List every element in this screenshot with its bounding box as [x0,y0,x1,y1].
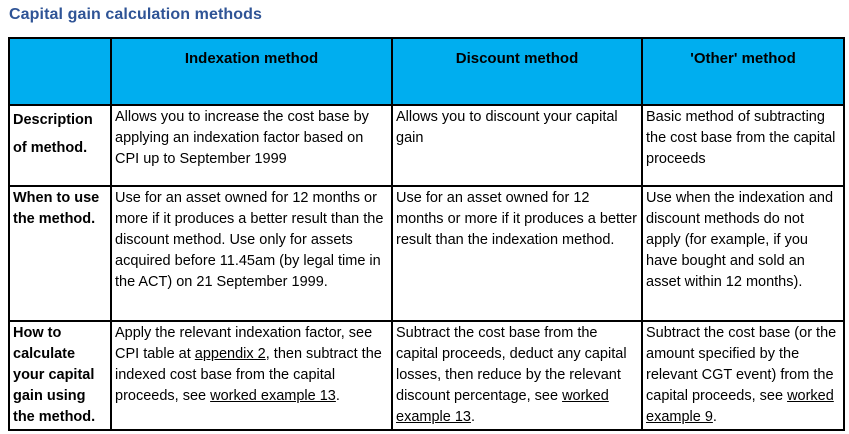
cell-when-indexation: Use for an asset owned for 12 months or … [110,185,393,322]
link-worked-example-9[interactable]: worked example 9 [646,388,834,426]
cell-how-indexation: Apply the relevant indexation factor, se… [110,319,393,432]
cell-text: , then subtract the indexed cost base fr… [115,346,382,405]
cell-text: Use when the indexation and discount met… [646,190,834,291]
cell-when-discount: Use for an asset owned for 12 months or … [391,185,643,322]
cell-text: Use for an asset owned for 12 months or … [396,190,637,249]
cell-text: . [712,409,717,426]
cell-when-other: Use when the indexation and discount met… [641,185,845,322]
cell-text: Apply the relevant indexation factor, se… [115,325,373,363]
capital-gain-methods-table: Indexation method Discount method 'Other… [8,37,845,432]
link-appendix-2[interactable]: appendix 2 [194,346,266,363]
table-header-row: Indexation method Discount method 'Other… [8,37,845,106]
cell-text: . [470,409,475,426]
row-label-description-of-method: Description of method. [8,104,112,187]
cell-text: Subtract the cost base (or the amount sp… [646,325,837,405]
row-label-when-to-use-the-method: When to use the method. [8,185,112,322]
header-cell-other-method: 'Other' method [641,37,845,106]
cell-text: Subtract the cost base from the capital … [396,325,627,405]
row-label-how-to-calculate: How to calculate your capital gain using… [8,319,112,432]
table-row-description: Description of method. Allows you to inc… [8,104,845,187]
cell-text: Allows you to discount your capital gain [396,109,618,147]
link-worked-example-13[interactable]: worked example 13 [210,388,336,405]
cell-description-indexation: Allows you to increase the cost base by … [110,104,393,187]
cell-description-other: Basic method of subtracting the cost bas… [641,104,845,187]
cell-text: . [335,388,340,405]
table-row-when-to-use: When to use the method. Use for an asset… [8,185,845,322]
cell-text: Use for an asset owned for 12 months or … [115,190,384,291]
header-cell-discount-method: Discount method [391,37,643,106]
cell-text: Allows you to increase the cost base by … [115,109,369,168]
table-row-how-to-calculate: How to calculate your capital gain using… [8,319,845,432]
header-cell-indexation-method: Indexation method [110,37,393,106]
cell-how-other: Subtract the cost base (or the amount sp… [641,319,845,432]
cell-description-discount: Allows you to discount your capital gain [391,104,643,187]
link-worked-example-13[interactable]: worked example 13 [396,388,609,426]
header-cell-corner [8,37,112,106]
cell-how-discount: Subtract the cost base from the capital … [391,319,643,432]
page-title: Capital gain calculation methods [9,6,263,23]
cell-text: Basic method of subtracting the cost bas… [646,109,836,168]
